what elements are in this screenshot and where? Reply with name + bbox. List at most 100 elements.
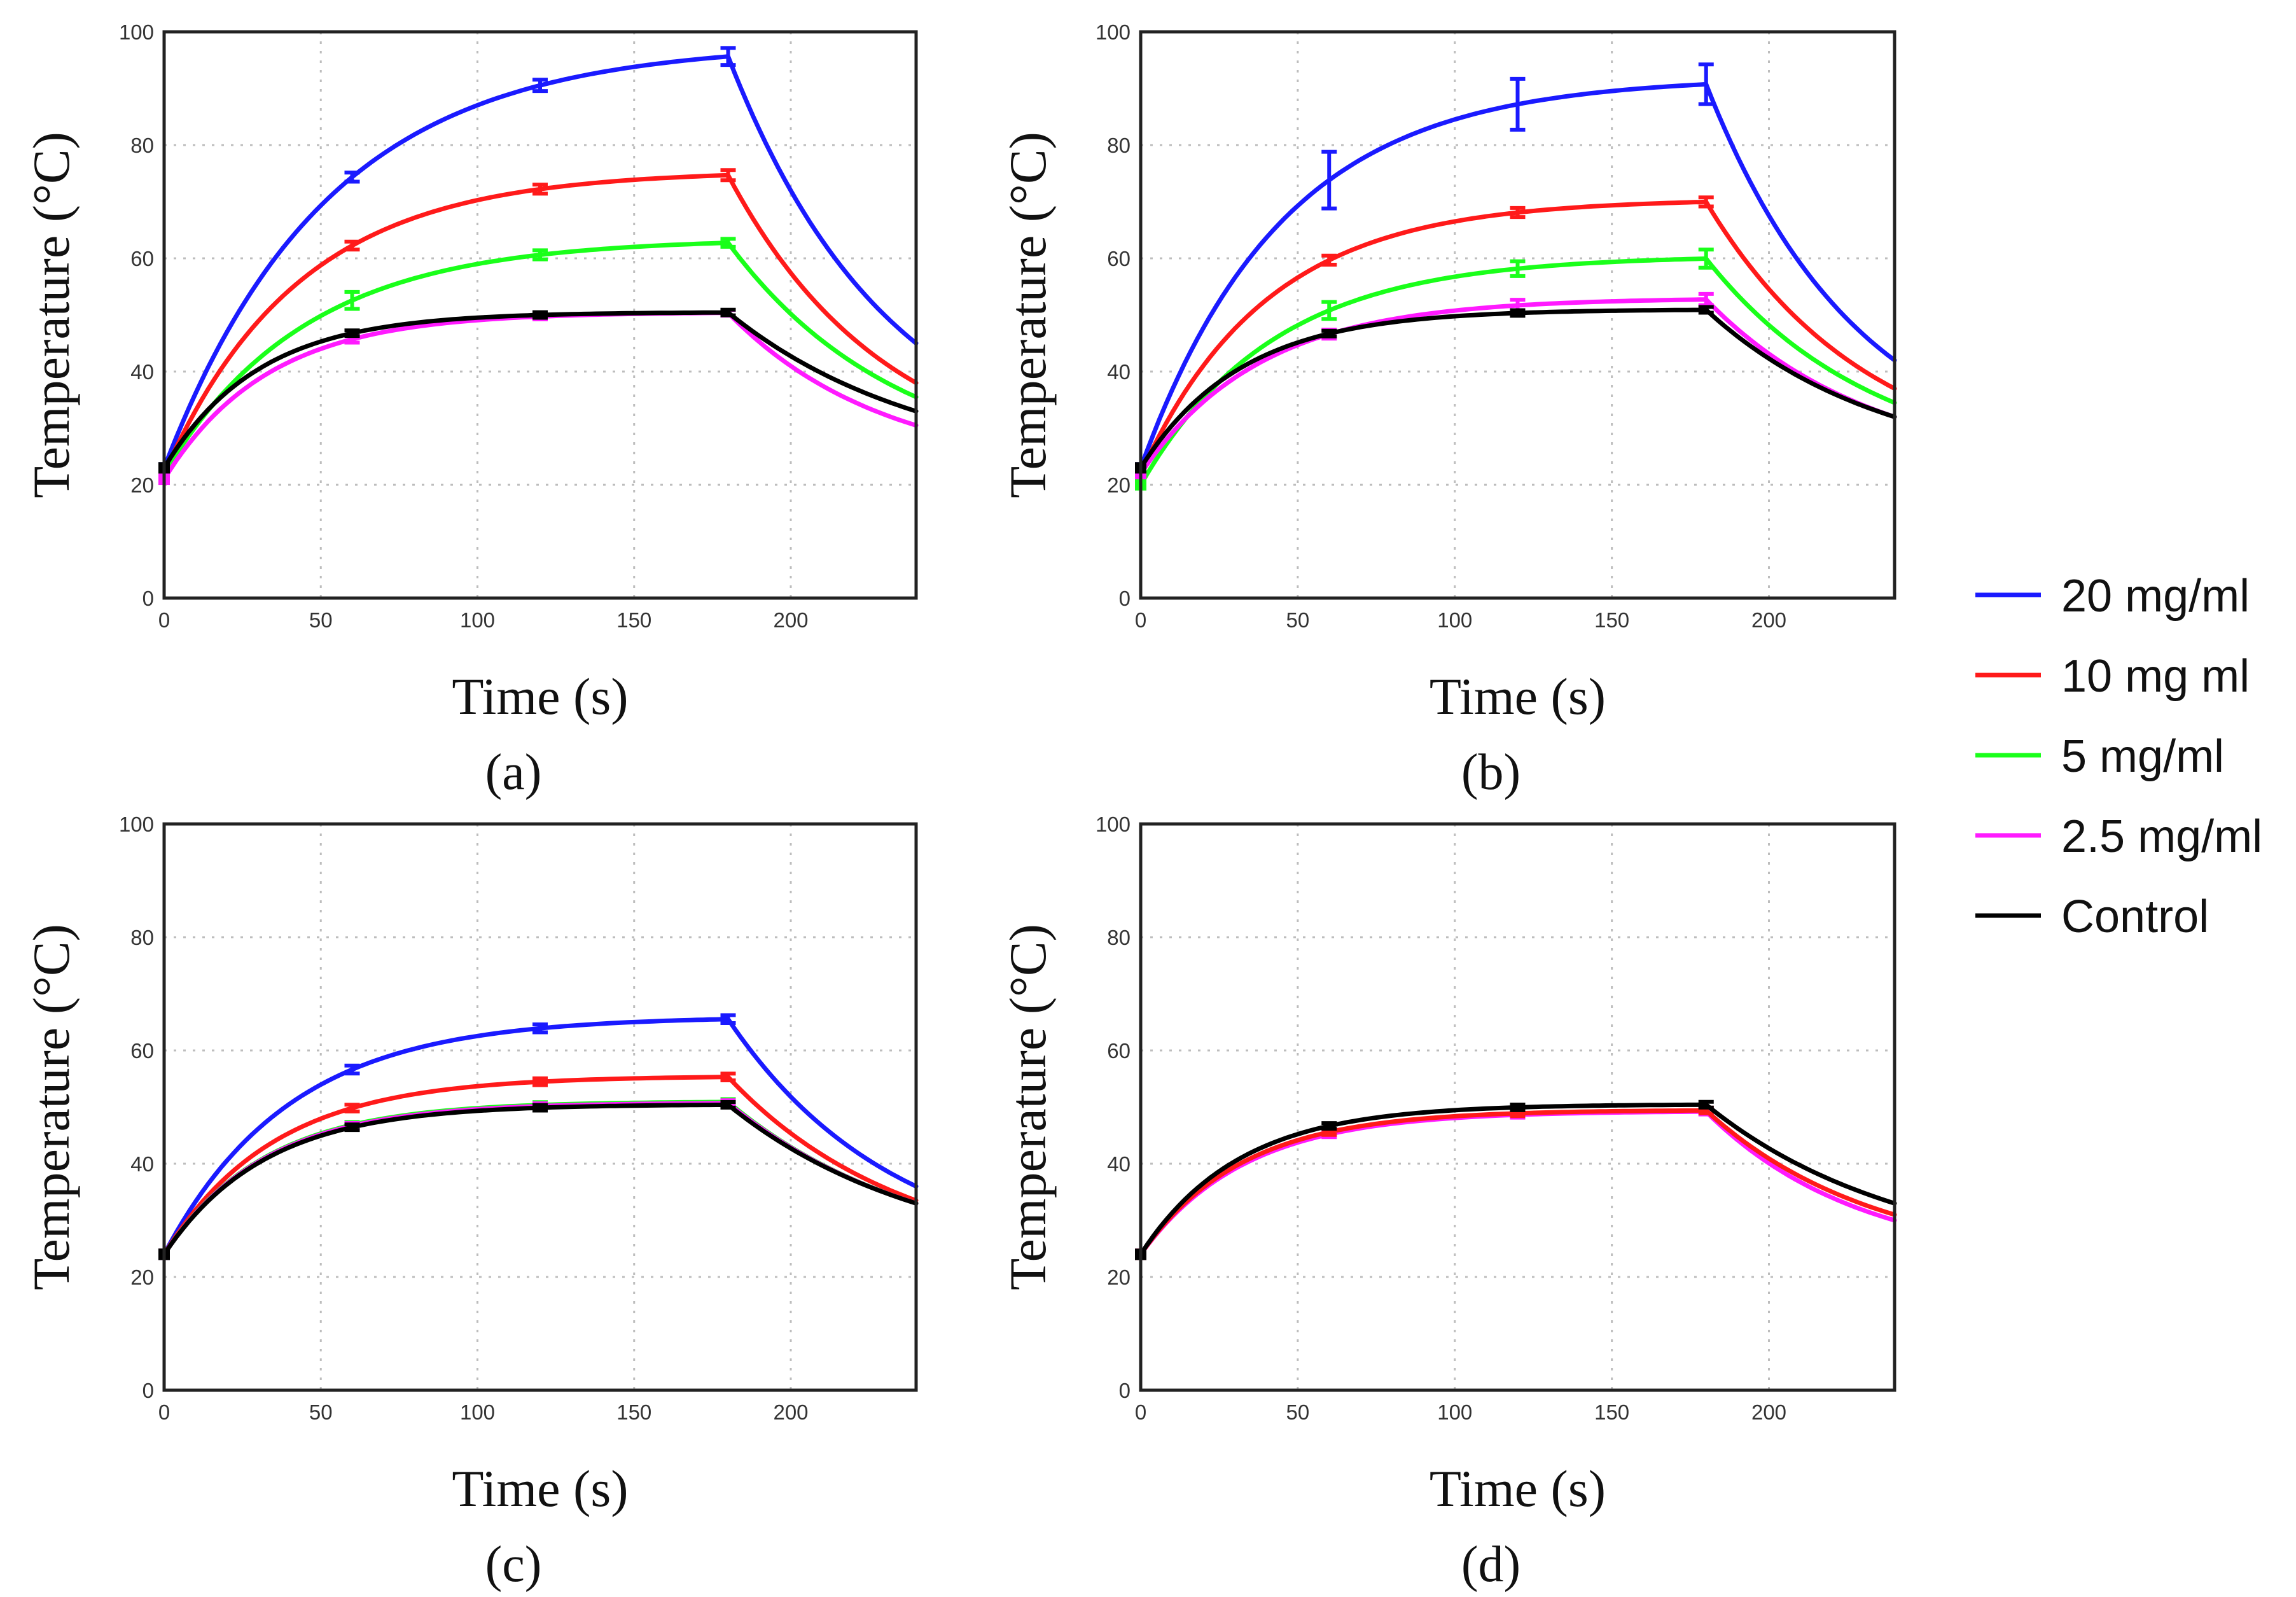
panel-c: 0 50 100 150 200 0 20 40 60 80 100 Time (s) Temperat…	[22, 812, 919, 1593]
y-axis-label: Temperature (°C)	[22, 132, 80, 498]
error-bar	[720, 237, 736, 249]
y-axis-label: Temperature (°C)	[999, 924, 1057, 1290]
x-tick-label: 200	[773, 608, 808, 632]
error-bar	[1321, 150, 1337, 211]
y-tick-label: 40	[130, 360, 154, 384]
y-tick-label: 40	[1107, 360, 1131, 384]
y-tick-label: 60	[1107, 247, 1131, 270]
panel-label: (d)	[1461, 1537, 1520, 1593]
panel-label: (a)	[485, 744, 542, 800]
error-bar	[1510, 308, 1526, 318]
x-tick-label: 0	[1135, 1400, 1146, 1424]
series-line-control	[1138, 1102, 1897, 1257]
y-tick-label: 80	[130, 134, 154, 157]
panel-a: 0 50 100 150 200 0 20 40 60 80 100 Time (s) Temperat…	[22, 20, 919, 800]
error-bar	[344, 328, 360, 338]
error-bar	[1698, 305, 1714, 315]
error-bar	[1321, 328, 1337, 338]
y-tick-label: 40	[130, 1152, 154, 1176]
x-tick-label: 200	[1751, 608, 1786, 632]
error-bar	[1698, 195, 1714, 209]
y-axis-label: Temperature (°C)	[22, 924, 80, 1290]
y-tick-label: 100	[1096, 20, 1131, 44]
error-bar	[532, 248, 548, 262]
error-bar	[532, 183, 548, 196]
plot-frame	[162, 30, 918, 600]
y-tick-label: 20	[130, 1266, 154, 1289]
y-tick-label: 80	[130, 926, 154, 949]
legend-label: Control	[2061, 891, 2209, 942]
error-bar	[1510, 76, 1526, 132]
error-bar	[532, 1103, 548, 1113]
y-tick-label: 20	[1107, 473, 1131, 497]
error-bar	[344, 239, 360, 252]
series-line-20-mg-ml	[162, 54, 919, 470]
x-tick-label: 150	[616, 608, 651, 632]
error-bar	[344, 289, 360, 311]
panel-label: (b)	[1461, 744, 1520, 800]
y-tick-label: 100	[119, 812, 154, 836]
y-tick-label: 80	[1107, 926, 1131, 949]
x-axis-label: Time (s)	[452, 1460, 628, 1517]
y-tick-label: 0	[143, 1379, 154, 1402]
x-tick-label: 0	[158, 608, 170, 632]
error-bar	[532, 1022, 548, 1035]
y-tick-label: 0	[1119, 587, 1131, 610]
y-tick-label: 100	[1096, 812, 1131, 836]
error-bar	[720, 46, 736, 67]
legend: 20 mg/ml 10 mg ml 5 mg/ml 2.5 mg/ml Control	[1975, 571, 2262, 942]
series-line-10-mg-ml	[1138, 1108, 1897, 1257]
y-tick-label: 80	[1107, 134, 1131, 157]
series-line-2.5-mg-ml	[162, 1101, 919, 1257]
error-bar	[720, 1071, 736, 1083]
series-line-5-mg-ml	[162, 1099, 919, 1257]
series-line-2.5-mg-ml	[1138, 1109, 1897, 1257]
panel-b: 0 50 100 150 200 0 20 40 60 80 100 Time (s) Temperat…	[999, 20, 1897, 800]
plot-frame	[1139, 822, 1896, 1392]
legend-label: 2.5 mg/ml	[2061, 811, 2262, 862]
error-bar	[532, 1076, 548, 1087]
x-tick-label: 100	[1437, 1400, 1472, 1424]
series-line-control	[162, 1102, 919, 1257]
error-bar	[344, 1103, 360, 1113]
x-tick-label: 150	[616, 1400, 651, 1424]
x-axis-label: Time (s)	[1430, 1460, 1606, 1517]
panel-d: 0 50 100 150 200 0 20 40 60 80 100 Time (s) Temperat…	[999, 812, 1897, 1593]
x-tick-label: 0	[1135, 608, 1146, 632]
error-bar	[720, 1013, 736, 1025]
series-line-2.5-mg-ml	[162, 310, 919, 482]
x-axis-label: Time (s)	[1430, 667, 1606, 725]
y-tick-label: 60	[1107, 1039, 1131, 1063]
y-tick-label: 100	[119, 20, 154, 44]
error-bar	[720, 307, 736, 317]
x-tick-label: 100	[1437, 608, 1472, 632]
y-tick-label: 0	[1119, 1379, 1131, 1402]
y-tick-label: 40	[1107, 1152, 1131, 1176]
error-bar	[344, 1122, 360, 1133]
plot-frame	[1139, 30, 1896, 600]
series-line-2.5-mg-ml	[1138, 297, 1897, 476]
series-line-20-mg-ml	[162, 1017, 919, 1257]
x-tick-label: 50	[1286, 1400, 1310, 1424]
y-tick-label: 20	[1107, 1266, 1131, 1289]
error-bar	[1510, 206, 1526, 220]
error-bar	[1321, 253, 1337, 267]
error-bar	[1698, 1099, 1714, 1110]
x-tick-label: 50	[309, 1400, 333, 1424]
y-axis-label: Temperature (°C)	[999, 132, 1057, 498]
error-bar	[344, 171, 360, 184]
x-axis-label: Time (s)	[452, 667, 628, 725]
x-tick-label: 50	[309, 608, 333, 632]
x-tick-label: 50	[1286, 608, 1310, 632]
x-tick-label: 100	[460, 608, 495, 632]
x-tick-label: 200	[1751, 1400, 1786, 1424]
error-bar	[1321, 300, 1337, 321]
error-bar	[1510, 1103, 1526, 1112]
error-bar	[720, 168, 736, 183]
error-bar	[532, 78, 548, 94]
y-tick-label: 60	[130, 1039, 154, 1063]
error-bar	[1698, 248, 1714, 270]
y-tick-label: 0	[143, 587, 154, 610]
